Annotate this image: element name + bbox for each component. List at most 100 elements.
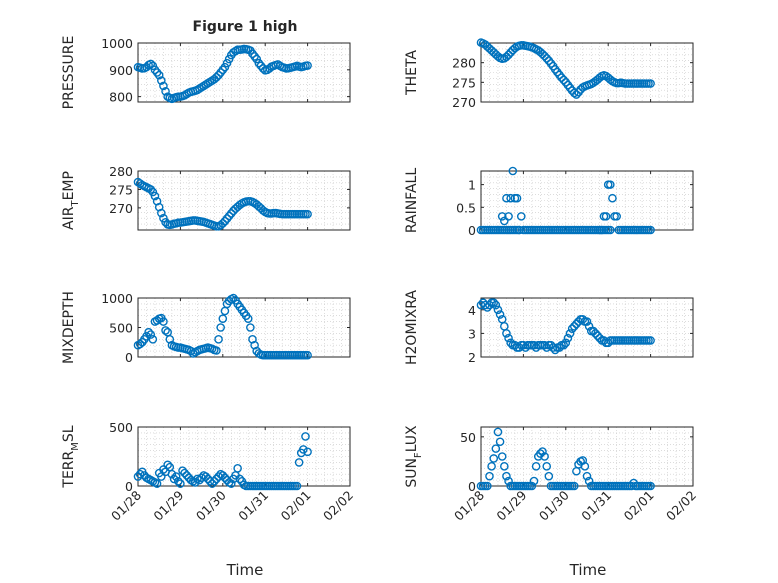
data-point [542,462,552,471]
data-point [226,209,236,218]
data-point [595,333,605,343]
data-point [493,305,503,315]
data-point [508,166,518,176]
y-tick-label: 270 [109,201,133,216]
data-point [578,314,588,324]
data-point [135,339,145,349]
data-point [519,340,528,350]
y-tick-label: 1 [468,178,476,193]
data-point [542,54,552,63]
y-axis-label: AIRTEMP [61,171,81,230]
data-point [159,213,168,223]
data-point [580,462,590,471]
y-tick-label: 1000 [101,36,133,51]
data-point [540,51,549,61]
data-point [550,345,560,355]
data-point [582,317,592,326]
data-point [159,317,168,326]
subplot-pressure: 800 900 1000 PRESSURE [61,36,351,110]
data-point [216,323,225,332]
data-point [489,454,499,463]
data-point [146,185,156,194]
data-point [157,76,166,85]
y-tick-label: 900 [109,63,133,78]
subplot-rainfall: 0 0.5 1 RAINFALL [404,166,694,238]
data-point [591,329,600,338]
data-point [180,468,189,478]
data-point [606,225,615,235]
y-tick-label: 0 [125,350,133,365]
data-point [555,343,564,352]
data-point [159,81,168,91]
data-point [504,333,513,343]
data-point [146,59,156,69]
data-point [612,212,621,221]
data-point [493,427,503,437]
axes-box [480,42,694,103]
data-point [646,336,655,345]
x-tick-label: 01/30 [193,487,229,523]
y-tick-label: 800 [109,90,133,105]
data-point [606,75,615,84]
data-point [195,475,204,485]
data-point [531,462,541,471]
series-rainfall [476,166,655,235]
data-point [163,460,172,470]
data-point [565,329,575,338]
data-point [303,447,312,457]
data-point [569,322,579,331]
y-axis-label: TERRMSL [61,425,81,488]
data-point [584,476,594,486]
data-point [514,225,524,235]
data-point [178,466,187,475]
data-point [301,432,310,441]
data-point [548,343,558,352]
data-point [557,73,566,82]
data-point [161,326,170,335]
data-point [229,293,238,303]
data-point [506,48,515,57]
data-point [529,340,539,350]
data-point [222,214,232,223]
data-point [220,216,230,226]
data-point [646,79,655,88]
data-point [207,479,217,488]
data-point [169,474,179,484]
data-point [582,471,592,481]
x-tick-label: 01/31 [578,488,614,524]
x-tick-label: 01/31 [235,488,271,524]
data-point [201,472,211,481]
data-point [173,476,183,486]
x-tick-label: 02/01 [621,488,657,524]
data-point [569,88,579,98]
data-point [572,319,581,329]
data-point [599,336,609,345]
data-point [292,481,302,491]
data-point [512,193,522,203]
y-axis-label: THETA [404,50,420,96]
data-point [491,444,501,453]
data-point [574,317,583,326]
data-point [606,180,615,189]
data-point [212,73,221,82]
data-point [485,471,494,481]
data-point [176,479,185,488]
data-point [495,437,505,447]
data-point [491,300,501,310]
data-point [489,298,499,308]
data-point [167,469,177,479]
series-sun_flux [476,427,655,491]
y-tick-label: 500 [109,420,133,435]
series-pressure [133,44,312,104]
x-axis-label-left: Time [226,561,264,579]
y-axis-label: PRESSURE [61,36,77,110]
y-tick-label: 500 [109,321,133,336]
series-mixdepth [133,293,312,360]
data-point [544,471,554,481]
figure-title: Figure 1 high [193,19,298,35]
data-point [294,458,304,467]
y-tick-label: 0 [468,223,476,238]
